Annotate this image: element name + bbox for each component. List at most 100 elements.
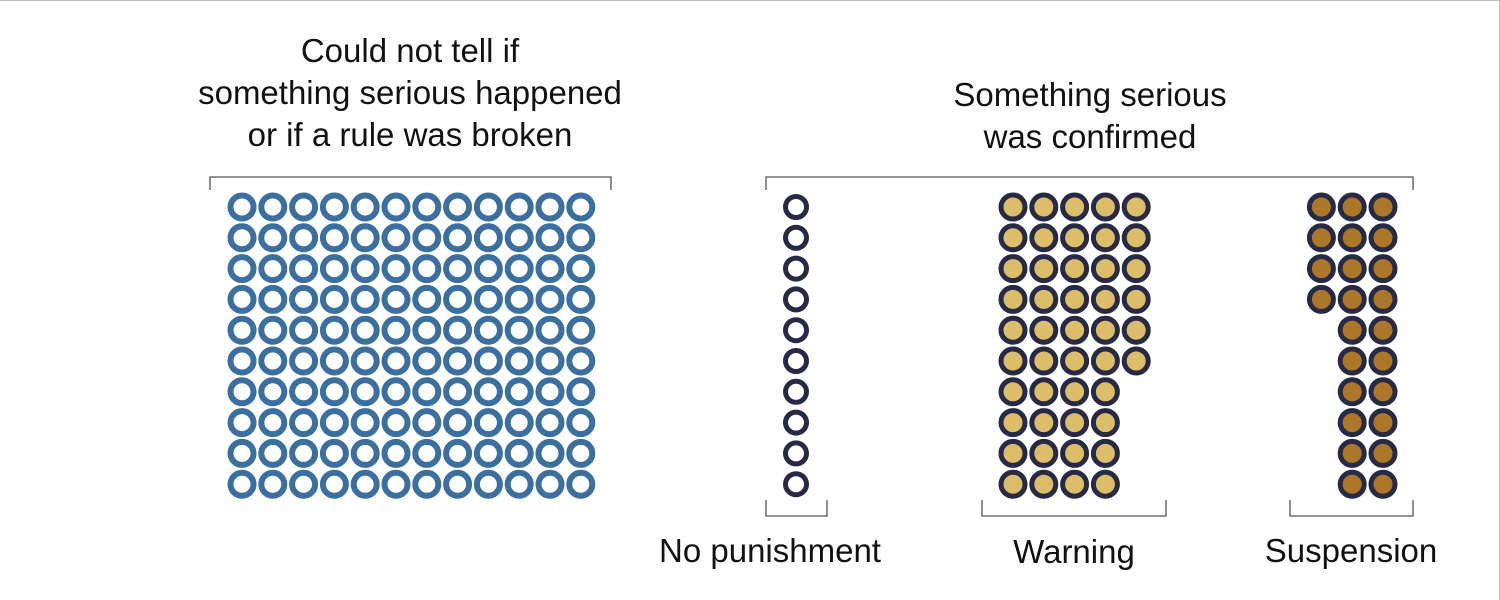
dot-uncertain bbox=[258, 223, 288, 253]
dot-warning bbox=[1121, 254, 1151, 284]
dot-uncertain bbox=[504, 377, 534, 407]
dot-warning bbox=[998, 254, 1028, 284]
dot-uncertain bbox=[535, 284, 565, 314]
dot-uncertain bbox=[504, 346, 534, 376]
dot-uncertain bbox=[381, 223, 411, 253]
category-label-warning: Warning bbox=[1013, 533, 1135, 570]
dot-uncertain bbox=[504, 315, 534, 345]
dot-uncertain bbox=[443, 254, 473, 284]
dot-no-punishment bbox=[783, 409, 809, 436]
dot-column-no-punishment bbox=[783, 194, 809, 498]
dot-uncertain bbox=[319, 346, 349, 376]
dot-no-punishment bbox=[783, 194, 809, 220]
category-label-no-punishment: No punishment bbox=[659, 532, 881, 569]
dot-uncertain bbox=[381, 284, 411, 314]
dot-uncertain bbox=[504, 192, 534, 222]
dot-uncertain bbox=[381, 254, 411, 284]
dot-uncertain bbox=[227, 192, 257, 222]
dot-uncertain bbox=[473, 254, 503, 284]
dot-uncertain bbox=[319, 377, 349, 407]
dot-warning bbox=[998, 377, 1028, 407]
dot-suspension bbox=[1306, 223, 1336, 253]
dot-warning bbox=[1060, 192, 1090, 222]
dot-no-punishment bbox=[783, 317, 809, 344]
dot-uncertain bbox=[258, 192, 288, 222]
dot-no-punishment bbox=[783, 348, 809, 374]
dot-warning bbox=[1029, 346, 1059, 376]
dot-warning bbox=[1090, 284, 1120, 314]
dot-warning bbox=[1060, 438, 1090, 468]
dot-warning bbox=[1029, 377, 1059, 407]
dot-warning bbox=[1090, 377, 1120, 407]
dot-uncertain bbox=[350, 315, 380, 345]
dot-warning bbox=[1121, 192, 1151, 222]
dot-uncertain bbox=[473, 192, 503, 222]
dot-uncertain bbox=[412, 377, 442, 407]
dot-suspension bbox=[1337, 223, 1367, 253]
dot-uncertain bbox=[443, 408, 473, 438]
dot-uncertain bbox=[412, 223, 442, 253]
dot-warning bbox=[998, 469, 1028, 499]
dot-uncertain bbox=[443, 377, 473, 407]
dot-warning bbox=[998, 315, 1028, 345]
dot-suspension bbox=[1368, 284, 1398, 314]
dot-uncertain bbox=[381, 408, 411, 438]
dot-uncertain bbox=[473, 377, 503, 407]
dot-uncertain bbox=[566, 284, 596, 314]
dot-uncertain bbox=[350, 254, 380, 284]
dot-uncertain bbox=[473, 438, 503, 468]
dot-uncertain bbox=[473, 469, 503, 499]
dot-warning bbox=[998, 408, 1028, 438]
dot-warning bbox=[998, 346, 1028, 376]
dot-uncertain bbox=[566, 223, 596, 253]
dot-suspension bbox=[1337, 346, 1367, 376]
dot-uncertain bbox=[289, 438, 319, 468]
dot-warning bbox=[1029, 254, 1059, 284]
dot-uncertain bbox=[566, 346, 596, 376]
dot-uncertain bbox=[289, 346, 319, 376]
dot-no-punishment bbox=[783, 471, 809, 498]
dot-uncertain bbox=[350, 408, 380, 438]
dot-warning bbox=[1029, 408, 1059, 438]
dot-warning bbox=[1060, 377, 1090, 407]
dot-uncertain bbox=[535, 438, 565, 468]
dot-uncertain bbox=[258, 438, 288, 468]
dot-uncertain bbox=[319, 254, 349, 284]
dot-uncertain bbox=[504, 408, 534, 438]
dot-suspension bbox=[1337, 438, 1367, 468]
dot-warning bbox=[1090, 315, 1120, 345]
dot-uncertain bbox=[227, 469, 257, 499]
dot-warning bbox=[1090, 438, 1120, 468]
dot-suspension bbox=[1306, 254, 1336, 284]
dot-warning bbox=[1029, 469, 1059, 499]
dot-uncertain bbox=[381, 377, 411, 407]
dot-suspension bbox=[1368, 192, 1398, 222]
dot-uncertain bbox=[566, 408, 596, 438]
dot-uncertain bbox=[227, 346, 257, 376]
dot-warning bbox=[1090, 408, 1120, 438]
dot-uncertain bbox=[289, 254, 319, 284]
bracket-no-punishment bbox=[765, 500, 828, 517]
dot-uncertain bbox=[443, 315, 473, 345]
dot-suspension bbox=[1337, 469, 1367, 499]
dot-uncertain bbox=[443, 346, 473, 376]
dot-no-punishment bbox=[783, 378, 809, 405]
dot-uncertain bbox=[566, 469, 596, 499]
dot-uncertain bbox=[504, 223, 534, 253]
dot-uncertain bbox=[258, 254, 288, 284]
dot-uncertain bbox=[258, 408, 288, 438]
dot-uncertain bbox=[504, 438, 534, 468]
dot-warning bbox=[1060, 223, 1090, 253]
title-line: or if a rule was broken bbox=[247, 116, 573, 153]
dot-suspension bbox=[1337, 192, 1367, 222]
dot-uncertain bbox=[258, 377, 288, 407]
dot-uncertain bbox=[350, 469, 380, 499]
group-title-confirmed: Something serious was confirmed bbox=[840, 74, 1340, 158]
dot-uncertain bbox=[412, 408, 442, 438]
dot-uncertain bbox=[412, 254, 442, 284]
dot-uncertain bbox=[504, 254, 534, 284]
dot-uncertain bbox=[381, 315, 411, 345]
dot-uncertain bbox=[535, 377, 565, 407]
dot-warning bbox=[998, 192, 1028, 222]
dot-suspension bbox=[1368, 438, 1398, 468]
